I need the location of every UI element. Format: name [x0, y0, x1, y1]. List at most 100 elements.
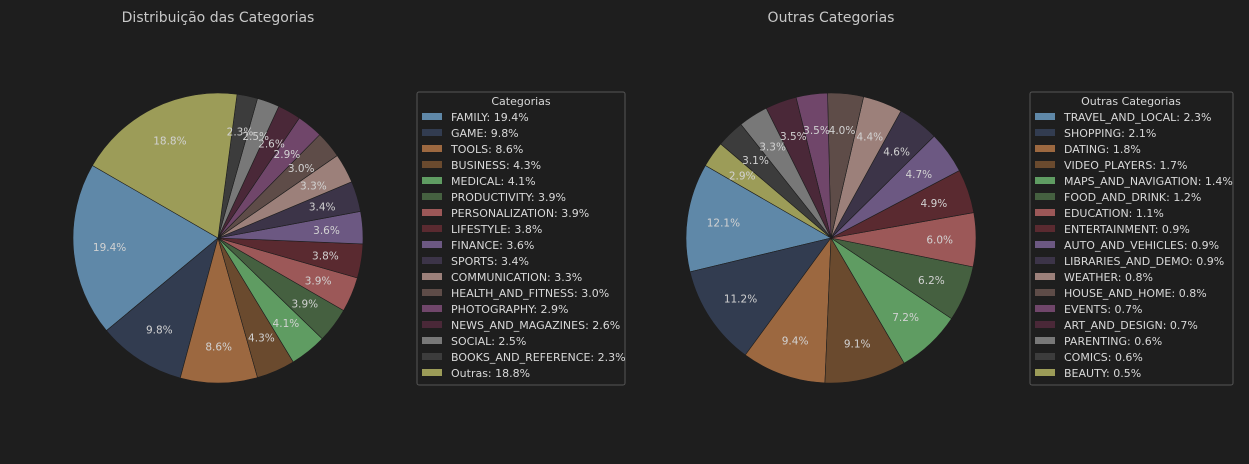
pie-slices	[685, 92, 977, 384]
legend-swatch	[422, 161, 442, 168]
slice-percent-label: 4.3%	[248, 333, 275, 345]
legend-swatch	[422, 369, 442, 376]
legend-swatch	[1035, 129, 1055, 136]
legend-entry: Outras: 18.8%	[451, 367, 530, 380]
legend-swatch	[1035, 321, 1055, 328]
legend-swatch	[1035, 209, 1055, 216]
slice-percent-label: 4.7%	[905, 169, 932, 181]
slice-percent-label: 3.3%	[300, 181, 327, 193]
slice-percent-label: 9.1%	[844, 339, 871, 351]
legend-entry: PERSONALIZATION: 3.9%	[451, 207, 589, 220]
legend-swatch	[1035, 193, 1055, 200]
legend-entry: TOOLS: 8.6%	[450, 143, 523, 156]
pie-chart-other-categories: Outras Categorias 12.1% 11.2% 9.4% 9.1% 7.2%…	[685, 10, 1234, 386]
slice-percent-label: 3.9%	[291, 299, 318, 311]
legend-entry: ENTERTAINMENT: 0.9%	[1064, 223, 1190, 236]
legend-entry: MEDICAL: 4.1%	[451, 175, 536, 188]
legend-swatch	[1035, 257, 1055, 264]
legend-entry: GAME: 9.8%	[451, 127, 519, 140]
slice-percent-label: 3.5%	[803, 125, 830, 137]
legend-swatch	[422, 177, 442, 184]
legend-entry: LIBRARIES_AND_DEMO: 0.9%	[1064, 255, 1224, 268]
slice-percent-label: 2.3%	[227, 127, 254, 139]
legend-entry: BOOKS_AND_REFERENCE: 2.3%	[451, 351, 626, 364]
legend-swatch	[422, 129, 442, 136]
slice-percent-label: 3.6%	[313, 225, 340, 237]
legend-entry: SOCIAL: 2.5%	[451, 335, 526, 348]
legend-title: Outras Categorias	[1081, 95, 1181, 108]
legend-frame	[1029, 91, 1234, 386]
legend-title: Categorias	[491, 95, 551, 108]
legend-entry: LIFESTYLE: 3.8%	[451, 223, 542, 236]
legend-swatch	[422, 289, 442, 296]
legend-swatch	[1035, 289, 1055, 296]
legend-entry: VIDEO_PLAYERS: 1.7%	[1064, 159, 1187, 172]
pie-slice-beauty	[705, 143, 832, 239]
slice-percent-label: 2.9%	[729, 170, 756, 182]
legend-entry: FAMILY: 19.4%	[451, 111, 529, 124]
legend-entry: BEAUTY: 0.5%	[1064, 367, 1141, 380]
slice-percent-label: 6.2%	[918, 275, 945, 287]
legend-swatch	[422, 321, 442, 328]
legend-swatch	[422, 337, 442, 344]
slice-percent-label: 3.3%	[759, 141, 786, 153]
legend-swatch	[1035, 305, 1055, 312]
legend-entry: TRAVEL_AND_LOCAL: 2.3%	[1063, 111, 1211, 124]
pie-percent-labels: 12.1% 11.2% 9.4% 9.1% 7.2% 6.2% 6.0% 4.9% 4.7% 4.…	[707, 125, 953, 351]
slice-percent-label: 6.0%	[926, 234, 953, 246]
slice-percent-label: 18.8%	[153, 135, 186, 147]
slice-percent-label: 7.2%	[892, 312, 919, 324]
legend-entry: BUSINESS: 4.3%	[451, 159, 541, 172]
pie-slice-outras	[92, 92, 238, 239]
legend-swatch	[1035, 337, 1055, 344]
legend-entry: PHOTOGRAPHY: 2.9%	[451, 303, 569, 316]
legend-entry: NEWS_AND_MAGAZINES: 2.6%	[451, 319, 620, 332]
legend-swatch	[422, 145, 442, 152]
slice-percent-label: 9.4%	[782, 336, 809, 348]
pie-slices	[72, 92, 364, 384]
legend-entry: FINANCE: 3.6%	[451, 239, 534, 252]
slice-percent-label: 8.6%	[205, 342, 232, 354]
slice-percent-label: 4.6%	[883, 146, 910, 158]
slice-percent-label: 3.5%	[780, 131, 807, 143]
legend-entry: PRODUCTIVITY: 3.9%	[451, 191, 566, 204]
legend-swatch	[422, 225, 442, 232]
slice-percent-label: 4.0%	[829, 125, 856, 137]
slice-percent-label: 2.9%	[274, 149, 301, 161]
legend-swatch	[422, 113, 442, 120]
slice-percent-label: 4.1%	[273, 318, 300, 330]
legend-swatch	[422, 193, 442, 200]
slice-percent-label: 3.0%	[288, 163, 315, 175]
chart-title: Outras Categorias	[768, 10, 895, 26]
pie-slice-game	[106, 237, 219, 379]
legend-entry: COMMUNICATION: 3.3%	[451, 271, 582, 284]
legend-swatch	[422, 273, 442, 280]
legend-entry: DATING: 1.8%	[1064, 143, 1141, 156]
legend-swatch	[422, 241, 442, 248]
slice-percent-label: 4.9%	[921, 198, 948, 210]
legend-swatch	[422, 257, 442, 264]
legend: Outras Categorias TRAVEL_AND_LOCAL: 2.3%…	[1029, 91, 1234, 386]
legend-frame	[416, 91, 626, 386]
legend-entry: COMICS: 0.6%	[1064, 351, 1143, 364]
legend-entry: MAPS_AND_NAVIGATION: 1.4%	[1064, 175, 1233, 188]
pie-percent-labels: 19.4% 9.8% 8.6% 4.3% 4.1% 3.9% 3.9% 3.8% 3.6% 3.4…	[93, 127, 340, 354]
slice-percent-label: 3.9%	[305, 276, 332, 288]
chart-title: Distribuição das Categorias	[122, 10, 315, 26]
legend-entry: EDUCATION: 1.1%	[1064, 207, 1164, 220]
legend-entry: WEATHER: 0.8%	[1064, 271, 1153, 284]
slice-percent-label: 19.4%	[93, 242, 126, 254]
legend-swatch	[1035, 161, 1055, 168]
legend: Categorias FAMILY: 19.4% GAME: 9.8% TOOLS:…	[416, 91, 626, 386]
legend-swatch	[1035, 273, 1055, 280]
pie-slice-dating	[744, 237, 832, 384]
legend-entry: HEALTH_AND_FITNESS: 3.0%	[451, 287, 609, 300]
legend-swatch	[422, 209, 442, 216]
legend-swatch	[1035, 369, 1055, 376]
slice-percent-label: 9.8%	[146, 325, 173, 337]
legend-swatch	[422, 353, 442, 360]
legend-items: FAMILY: 19.4% GAME: 9.8% TOOLS: 8.6% BUSINE…	[422, 111, 626, 380]
legend-swatch	[1035, 241, 1055, 248]
legend-entry: SPORTS: 3.4%	[451, 255, 529, 268]
